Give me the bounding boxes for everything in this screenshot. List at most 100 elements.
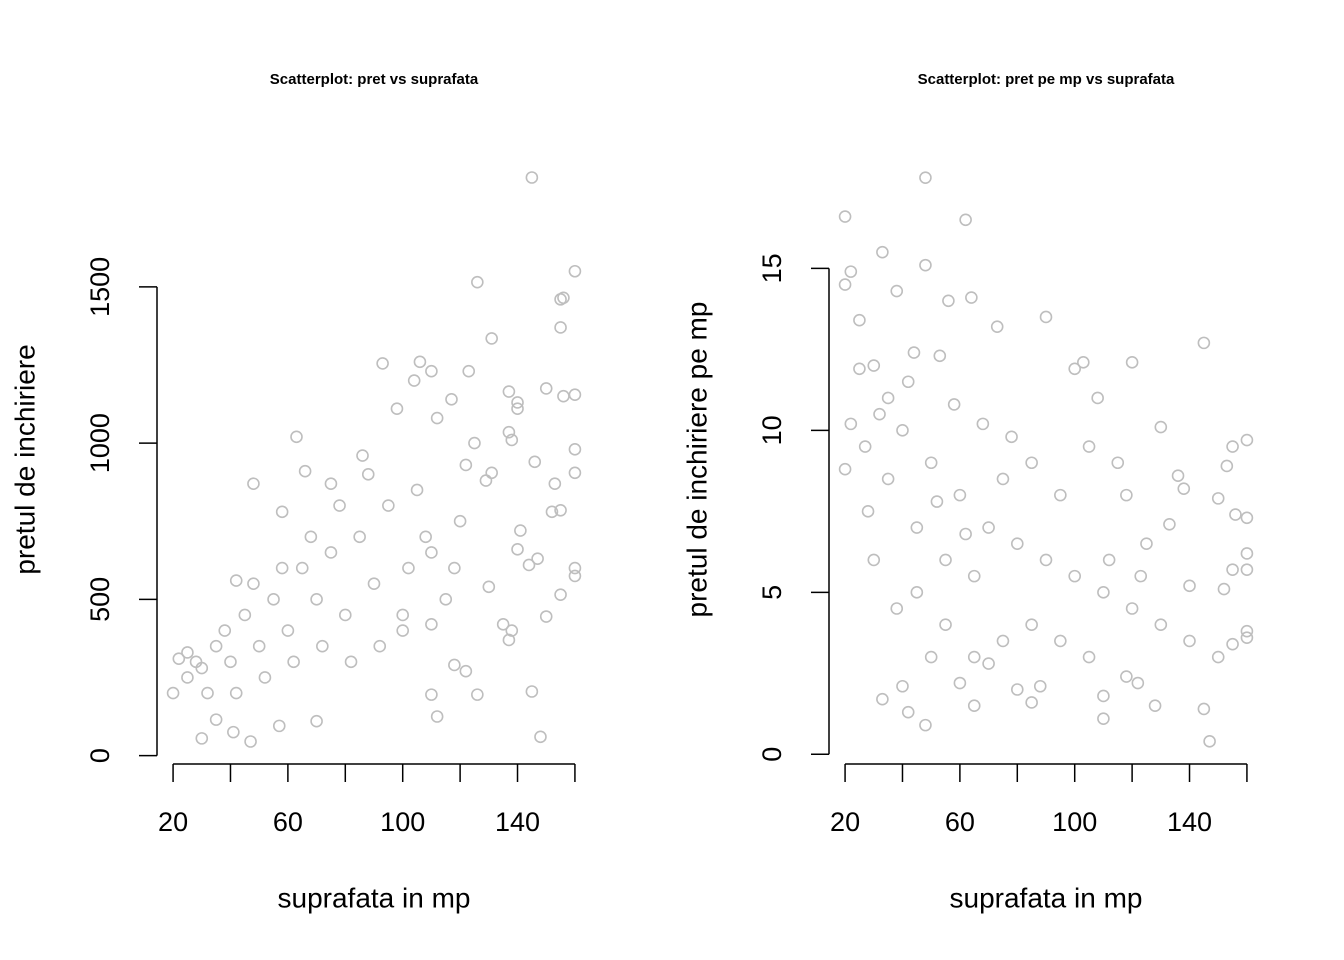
point <box>1091 391 1104 405</box>
point <box>1039 310 1053 324</box>
point <box>901 375 915 389</box>
point <box>1183 579 1196 593</box>
point <box>310 714 323 728</box>
point <box>272 719 286 733</box>
point <box>1240 563 1254 576</box>
point <box>290 430 303 444</box>
x-tick-label: 60 <box>273 807 303 837</box>
point <box>1148 699 1162 712</box>
point <box>545 505 559 519</box>
x-tick-label: 60 <box>945 807 975 837</box>
point <box>275 561 289 575</box>
point <box>1111 456 1125 470</box>
point <box>1171 469 1185 482</box>
y-tick-label: 0 <box>757 747 787 762</box>
point <box>982 521 995 534</box>
point <box>967 650 981 664</box>
point <box>568 443 582 456</box>
point <box>430 710 444 723</box>
x-tick-label: 100 <box>380 807 425 837</box>
point <box>1039 553 1053 567</box>
point <box>316 639 329 653</box>
point <box>1203 735 1216 748</box>
point <box>448 658 461 672</box>
point <box>568 569 582 583</box>
point <box>953 488 967 502</box>
point <box>238 608 252 622</box>
point <box>229 574 243 587</box>
point <box>1054 488 1067 502</box>
point <box>275 505 289 519</box>
point <box>511 543 524 556</box>
x-axis-label: suprafata in mp <box>950 882 1143 913</box>
point <box>448 561 461 575</box>
point <box>310 593 323 606</box>
point <box>361 468 375 481</box>
point <box>195 732 209 745</box>
point <box>1054 634 1067 648</box>
point <box>502 633 516 647</box>
point <box>838 210 852 223</box>
point <box>258 671 272 684</box>
y-tick-label: 1500 <box>85 257 115 317</box>
point <box>528 455 542 469</box>
y-tick-label: 0 <box>85 748 115 763</box>
point <box>425 364 438 378</box>
point <box>907 346 921 359</box>
x-tick-label: 100 <box>1052 807 1097 837</box>
point <box>539 382 553 395</box>
point <box>1240 624 1254 638</box>
point <box>1240 547 1254 560</box>
point <box>939 618 952 632</box>
x-tick-label: 140 <box>495 807 540 837</box>
point <box>1068 362 1082 376</box>
y-tick-label: 15 <box>757 253 787 283</box>
point <box>1097 712 1110 725</box>
point <box>1082 440 1096 453</box>
point <box>976 417 990 431</box>
point <box>376 357 389 370</box>
point <box>511 396 524 409</box>
point <box>425 618 438 631</box>
y-tick-label: 10 <box>757 415 787 445</box>
point <box>844 265 858 278</box>
point <box>356 449 369 462</box>
point <box>867 359 881 372</box>
point <box>1154 420 1168 434</box>
point <box>453 514 467 528</box>
point <box>965 291 978 304</box>
x-tick-label: 20 <box>158 807 188 837</box>
point <box>554 503 567 517</box>
point <box>1197 336 1211 350</box>
point <box>990 320 1004 333</box>
point <box>1120 670 1133 683</box>
point <box>844 417 858 431</box>
point <box>967 699 981 712</box>
chart-title: Scatterplot: pret pe mp vs suprafata <box>918 71 1175 88</box>
point <box>402 561 415 575</box>
point <box>338 608 352 622</box>
point <box>942 294 955 308</box>
point <box>479 474 493 487</box>
point <box>858 440 872 453</box>
point <box>901 705 915 719</box>
point <box>247 477 260 491</box>
point <box>298 464 312 478</box>
point <box>525 685 539 698</box>
point <box>295 561 309 575</box>
point <box>967 569 981 583</box>
point <box>496 618 510 631</box>
scatter-panel: Scatterplot: pret pe mp vs suprafata supr… <box>681 71 1254 913</box>
point <box>959 213 972 227</box>
point <box>1134 569 1148 583</box>
point <box>890 602 904 615</box>
point <box>430 411 444 425</box>
point <box>502 425 516 439</box>
chart-title: Scatterplot: pret vs suprafata <box>270 71 479 88</box>
point <box>531 552 544 566</box>
point <box>511 402 524 416</box>
point <box>996 472 1010 486</box>
point <box>252 639 266 653</box>
point <box>224 655 237 669</box>
point <box>522 558 536 572</box>
